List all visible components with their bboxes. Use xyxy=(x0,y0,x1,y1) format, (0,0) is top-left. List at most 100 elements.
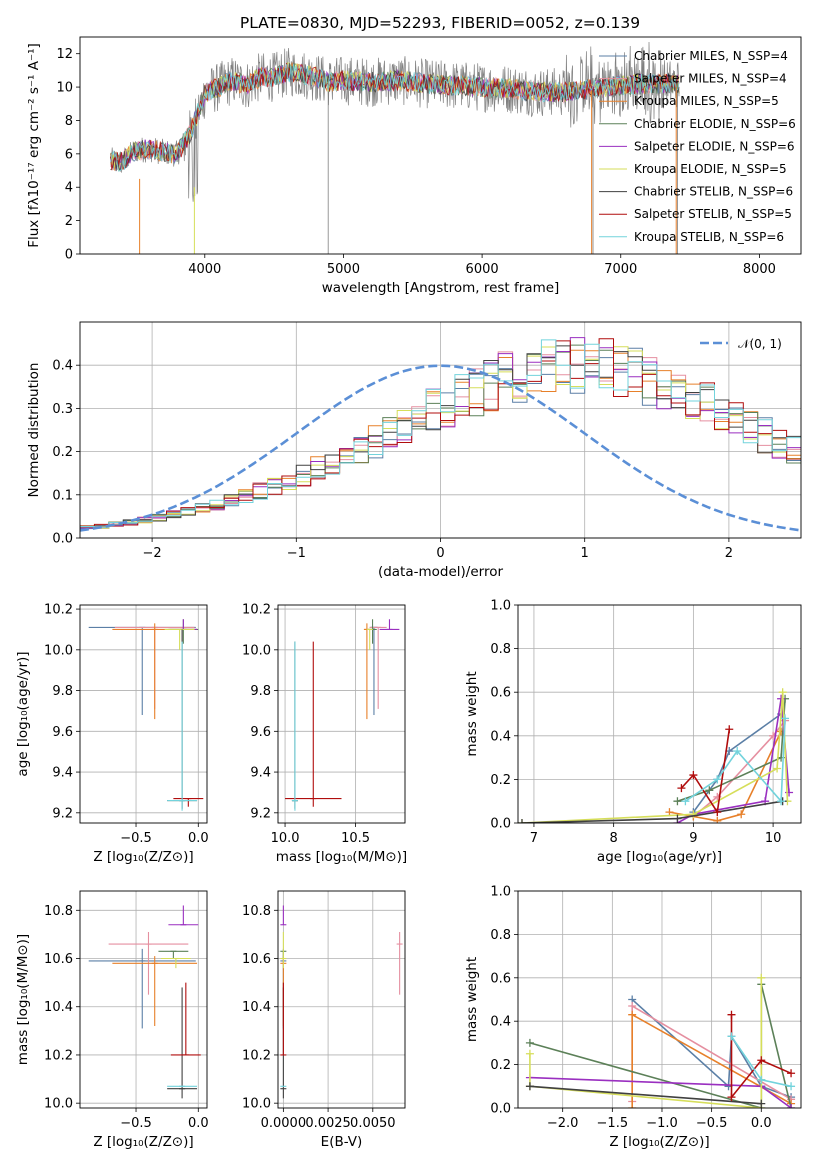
y-tick-label: 10.6 xyxy=(44,952,73,967)
panel-7: −2.0 −1.5 −1.0 −0.5 0.0 0.0 0.2 0.4 0.6 0.8 1.0 Z [… xyxy=(464,885,802,1150)
y-tick-label: 9.4 xyxy=(52,766,73,781)
x-tick-label: 0 xyxy=(436,546,444,561)
x-tick-label: 0.0000 xyxy=(261,1116,307,1131)
y-tick-label: 0.2 xyxy=(490,1058,511,1073)
y-tick-label: 9.4 xyxy=(250,766,271,781)
legend-label: Salpeter ELODIE, N_SSP=6 xyxy=(634,139,795,153)
y-tick-label: 9.2 xyxy=(250,806,271,821)
axes-frame xyxy=(79,604,208,824)
gaussian-reference-line xyxy=(80,364,801,532)
y-tick-label: 10.0 xyxy=(242,643,271,658)
y-tick-label: 0.1 xyxy=(52,488,73,503)
x-axis-label: Z [log₁₀(Z/Z⊙)] xyxy=(93,849,193,865)
weight-marker xyxy=(673,797,682,806)
weight-marker xyxy=(518,819,526,823)
y-tick-label: 10.0 xyxy=(44,643,73,658)
weight-marker xyxy=(737,810,746,819)
y-tick-label: 10.8 xyxy=(242,904,271,919)
weight-marker xyxy=(727,1032,736,1041)
legend-label: Chabrier STELIB, N_SSP=6 xyxy=(634,185,793,199)
panel-5: −0.5 0.0 10.0 10.2 10.4 10.6 10.8 Z [log₁₀(Z/Z⊙… xyxy=(15,890,209,1150)
weight-marker xyxy=(525,1038,534,1047)
plot-area xyxy=(280,905,403,1099)
x-tick-label: 0.0050 xyxy=(350,1116,396,1131)
y-tick-label: 9.6 xyxy=(52,725,73,740)
x-tick-label: 2 xyxy=(725,546,733,561)
x-tick-label: −2.0 xyxy=(547,1116,579,1131)
spectrum-model-7 xyxy=(110,62,680,171)
legend-label: Chabrier MILES, N_SSP=4 xyxy=(634,49,788,63)
y-tick-label: 0.2 xyxy=(490,773,511,788)
y-tick-label: 0.0 xyxy=(490,817,511,832)
panel-2: −0.5 0.0 9.2 9.4 9.6 9.8 10.0 10.2 Z [log₁₀(Z/Z⊙… xyxy=(15,603,209,865)
y-tick-label: 10.2 xyxy=(242,1048,271,1063)
weight-series-1 xyxy=(692,720,786,818)
y-tick-label: 0.4 xyxy=(490,1015,511,1030)
y-tick-label: 10.2 xyxy=(44,603,73,618)
plot-area xyxy=(525,973,796,1108)
weight-marker xyxy=(689,771,698,780)
spectrum-model-8 xyxy=(110,64,680,172)
y-tick-label: 0.8 xyxy=(490,642,511,657)
weight-marker xyxy=(677,784,686,793)
y-axis-label: Flux [fλ10⁻¹⁷ erg cm⁻² s⁻¹ A⁻¹] xyxy=(26,43,42,248)
y-tick-label: 10.4 xyxy=(44,1000,73,1015)
y-tick-label: 10.8 xyxy=(44,904,73,919)
panel-4: 7 8 9 10 0.0 0.2 0.4 0.6 0.8 1.0 age [log₁₀(age/yr… xyxy=(464,599,802,865)
y-tick-label: 10.2 xyxy=(242,603,271,618)
y-tick-label: 10.0 xyxy=(44,1097,73,1112)
y-tick-label: 0.8 xyxy=(490,928,511,943)
weight-marker xyxy=(681,797,690,806)
axes-frame xyxy=(277,604,406,824)
x-tick-label: 0.0 xyxy=(751,1116,772,1131)
x-tick-label: 10 xyxy=(765,831,782,846)
y-axis-label: mass [log₁₀(M/M⊙)] xyxy=(15,934,31,1065)
x-axis-label: wavelength [Angstrom, rest frame] xyxy=(322,280,560,296)
axes-frame xyxy=(79,321,802,539)
y-tick-label: 9.8 xyxy=(250,684,271,699)
legend-label: Kroupa MILES, N_SSP=5 xyxy=(634,94,779,108)
axes-frame xyxy=(517,890,802,1109)
x-tick-label: 4000 xyxy=(188,262,221,277)
weight-series-6 xyxy=(529,1085,762,1105)
x-axis-label: Z [log₁₀(Z/Z⊙)] xyxy=(609,1134,709,1150)
weight-marker xyxy=(757,1075,766,1084)
y-tick-label: 0.6 xyxy=(490,686,511,701)
y-tick-label: 8 xyxy=(65,114,73,129)
x-axis-label: Z [log₁₀(Z/Z⊙)] xyxy=(93,1134,193,1150)
panel-3: 10.0 10.5 9.2 9.4 9.6 9.8 10.0 10.2 mass [log₁₀(… xyxy=(242,603,407,865)
x-axis-label: E(B-V) xyxy=(321,1134,363,1150)
x-axis-label: mass [log₁₀(M/M⊙)] xyxy=(276,849,407,865)
x-tick-label: 10.5 xyxy=(341,831,370,846)
y-tick-label: 9.6 xyxy=(250,725,271,740)
x-tick-label: 0.0 xyxy=(188,831,209,846)
x-tick-label: 6000 xyxy=(466,262,499,277)
x-tick-label: −2 xyxy=(143,546,162,561)
weight-marker xyxy=(757,1056,766,1065)
y-tick-label: 10.4 xyxy=(242,1000,271,1015)
y-tick-label: 10.6 xyxy=(242,952,271,967)
panel-0: 4000 5000 6000 7000 8000 0 2 4 6 8 10 12 wavelength … xyxy=(26,14,802,296)
panel-6: 0.0000 0.0025 0.0050 10.0 10.2 10.4 10.6 10.8 E(… xyxy=(242,890,406,1150)
y-axis-label: mass weight xyxy=(464,957,480,1042)
weight-series-5 xyxy=(529,977,763,1108)
legend-label: 𝒩(0, 1) xyxy=(738,337,782,351)
y-tick-label: 0.2 xyxy=(52,445,73,460)
y-tick-label: 9.2 xyxy=(52,806,73,821)
x-tick-label: 10.0 xyxy=(271,831,300,846)
y-axis-label: age [log₁₀(age/yr)] xyxy=(15,651,31,776)
y-axis-label: Normed distribution xyxy=(26,363,42,498)
plot-area xyxy=(285,619,400,811)
weight-marker xyxy=(725,725,734,734)
weight-marker xyxy=(773,764,782,773)
weight-marker xyxy=(781,714,790,723)
x-tick-label: −1.0 xyxy=(646,1116,678,1131)
weight-marker xyxy=(713,808,722,817)
weight-marker xyxy=(727,1010,736,1019)
weight-marker xyxy=(727,1093,736,1102)
weight-marker xyxy=(757,973,766,982)
legend-label: Salpeter STELIB, N_SSP=5 xyxy=(634,207,792,221)
axes-frame xyxy=(517,604,802,824)
y-tick-label: 10 xyxy=(56,81,73,96)
weight-marker xyxy=(713,816,722,823)
